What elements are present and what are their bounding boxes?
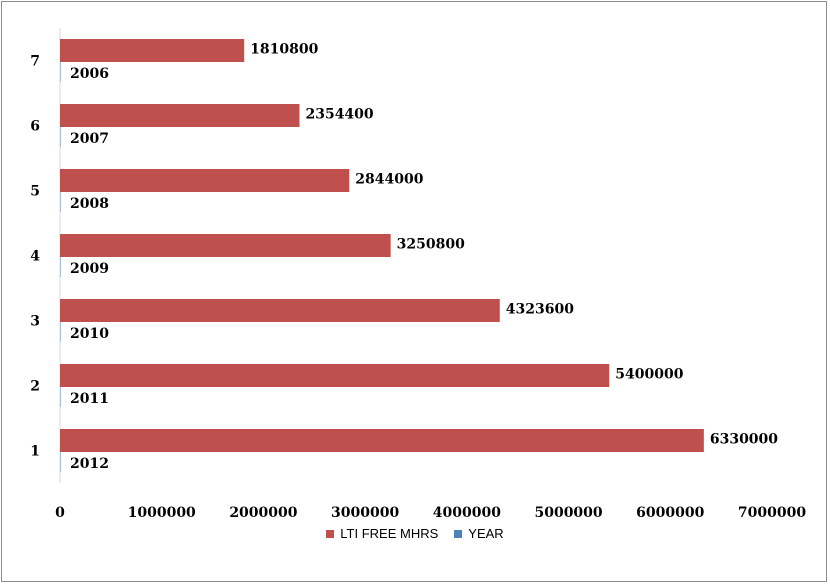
legend-label-year: YEAR bbox=[468, 526, 504, 541]
bar-lti-free-mhrs-1 bbox=[60, 429, 704, 452]
legend-item-year: YEAR bbox=[454, 526, 504, 541]
bar-year-2 bbox=[60, 387, 61, 407]
x-tick-label-2: 2000000 bbox=[229, 505, 297, 521]
bar-year-7 bbox=[60, 62, 61, 82]
data-label-year-1: 2012 bbox=[70, 456, 109, 472]
y-tick-label-7: 7 bbox=[30, 54, 40, 70]
y-tick-label-6: 6 bbox=[30, 119, 40, 135]
bar-lti-free-mhrs-5 bbox=[60, 169, 350, 192]
bar-year-4 bbox=[60, 257, 61, 277]
data-label-value-5: 2844000 bbox=[355, 172, 423, 188]
data-label-year-3: 2010 bbox=[70, 326, 109, 342]
x-tick-label-0: 0 bbox=[55, 505, 65, 521]
data-label-year-4: 2009 bbox=[70, 261, 109, 277]
x-tick-label-1: 1000000 bbox=[128, 505, 196, 521]
y-tick-label-5: 5 bbox=[30, 184, 40, 200]
data-label-value-2: 5400000 bbox=[615, 367, 683, 383]
legend-swatch-year bbox=[454, 529, 463, 538]
legend-item-lti-free-mhrs: LTI FREE MHRS bbox=[326, 526, 438, 541]
data-label-value-6: 2354400 bbox=[305, 107, 373, 123]
bar-year-1 bbox=[60, 452, 61, 472]
bar-year-6 bbox=[60, 127, 61, 147]
bar-year-3 bbox=[60, 322, 61, 342]
data-label-year-2: 2011 bbox=[70, 391, 109, 407]
bar-lti-free-mhrs-4 bbox=[60, 234, 391, 257]
y-tick-label-1: 1 bbox=[30, 444, 40, 460]
legend-swatch-lti-free-mhrs bbox=[326, 529, 335, 538]
x-tick-label-7: 7000000 bbox=[738, 505, 806, 521]
bar-year-5 bbox=[60, 192, 61, 212]
x-tick-label-3: 3000000 bbox=[331, 505, 399, 521]
data-label-year-7: 2006 bbox=[70, 66, 109, 82]
y-tick-label-4: 4 bbox=[30, 249, 40, 265]
data-label-value-1: 6330000 bbox=[710, 432, 778, 448]
bar-lti-free-mhrs-6 bbox=[60, 104, 300, 127]
x-tick-label-6: 6000000 bbox=[636, 505, 704, 521]
x-tick-label-4: 4000000 bbox=[433, 505, 501, 521]
legend-label-lti-free-mhrs: LTI FREE MHRS bbox=[340, 526, 439, 541]
legend: LTI FREE MHRS YEAR bbox=[0, 526, 830, 541]
y-tick-label-2: 2 bbox=[30, 379, 40, 395]
data-label-value-7: 1810800 bbox=[250, 42, 318, 58]
bar-lti-free-mhrs-7 bbox=[60, 39, 245, 62]
data-label-year-6: 2007 bbox=[70, 131, 109, 147]
data-label-year-5: 2008 bbox=[70, 196, 109, 212]
x-tick-label-5: 5000000 bbox=[534, 505, 602, 521]
bar-lti-free-mhrs-2 bbox=[60, 364, 610, 387]
data-label-value-3: 4323600 bbox=[506, 302, 574, 318]
data-label-value-4: 3250800 bbox=[397, 237, 465, 253]
bar-lti-free-mhrs-3 bbox=[60, 299, 500, 322]
y-tick-label-3: 3 bbox=[30, 314, 40, 330]
